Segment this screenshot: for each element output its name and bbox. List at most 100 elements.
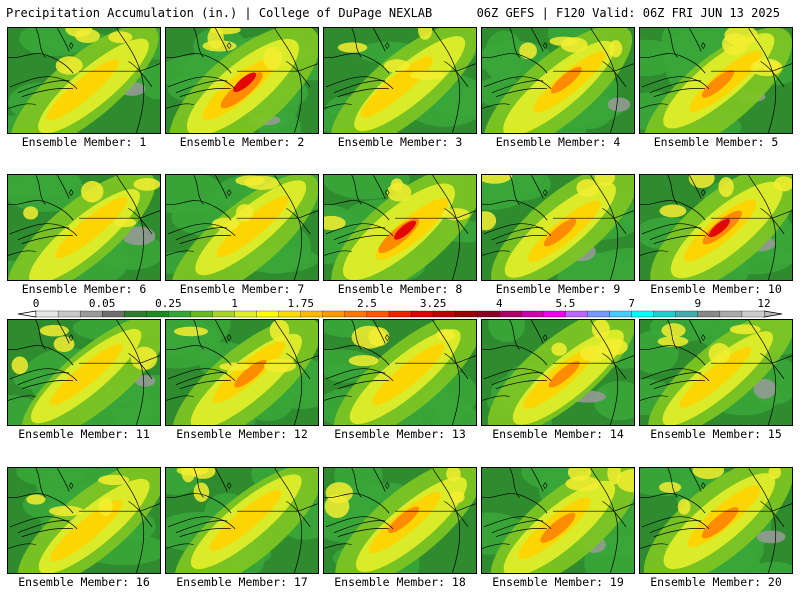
boundary-line (8, 103, 36, 109)
boundary-line (590, 28, 618, 133)
precip-band-max (233, 72, 257, 93)
boundary-line (35, 468, 70, 498)
boundary-line (667, 175, 702, 205)
boundary-line (602, 208, 627, 235)
boundary-line (491, 520, 548, 538)
boundary-line (602, 353, 627, 380)
boundary-line (640, 395, 668, 401)
ensemble-member-label: Ensemble Member: 20 (650, 575, 782, 589)
precip-band (491, 175, 634, 280)
boundary-line (640, 543, 668, 549)
legend-swatch (741, 310, 765, 318)
precip-area (488, 320, 526, 343)
precip-band-max (708, 218, 731, 238)
precip-spot (114, 218, 137, 228)
boundary-line (482, 345, 548, 366)
precip-map-svg (166, 175, 318, 280)
location-marker-icon (226, 482, 232, 490)
boundary-line (351, 175, 386, 205)
precip-band-heavy (234, 359, 267, 388)
precip-band (330, 28, 476, 133)
precip-band (172, 320, 318, 425)
boundary-line (116, 320, 144, 425)
precip-spot (23, 206, 39, 220)
precip-spot (750, 58, 783, 77)
ensemble-member-label: Ensemble Member: 15 (650, 427, 782, 441)
legend-tick-label: 0 (33, 297, 40, 310)
precip-spot (324, 494, 350, 518)
precip-band-core (55, 196, 128, 259)
precip-map-svg (8, 175, 160, 280)
precip-area (753, 378, 776, 399)
legend-tick-label: 4 (496, 297, 503, 310)
boundary-line (286, 208, 311, 235)
ensemble-member-label: Ensemble Member: 13 (334, 427, 466, 441)
boundary-line (482, 200, 548, 221)
boundary-line (35, 175, 70, 205)
boundary-line (116, 28, 144, 133)
legend-swatch (675, 310, 699, 318)
precip-band-heavy (701, 69, 735, 98)
boundary-line (667, 468, 702, 498)
location-marker-icon (68, 189, 74, 197)
precip-spot (442, 208, 471, 221)
precip-spot (337, 42, 368, 53)
precip-band-heavy (550, 66, 582, 94)
precip-spot (661, 323, 686, 338)
precip-spot (130, 346, 158, 371)
boundary-line (351, 28, 386, 58)
ensemble-member-label: Ensemble Member: 2 (179, 135, 305, 149)
ensemble-member-map (639, 467, 793, 574)
precip-spot (98, 474, 130, 486)
boundary-line (641, 368, 710, 382)
boundary-line (667, 28, 702, 58)
precip-spot (193, 482, 210, 502)
boundary-line (175, 227, 232, 245)
boundary-line (167, 223, 236, 237)
precip-band (648, 320, 792, 425)
precip-spot (244, 175, 280, 190)
precip-spot (549, 36, 578, 46)
boundary-line (324, 345, 390, 366)
ensemble-member-map (639, 319, 793, 426)
boundary-line (432, 175, 460, 280)
precip-spot (173, 326, 209, 337)
boundary-line (640, 200, 706, 221)
boundary-line (444, 61, 469, 88)
precip-area (607, 97, 631, 112)
precip-spot (219, 362, 250, 371)
precip-spot (26, 494, 46, 505)
precip-spot (482, 211, 497, 231)
legend-swatch (366, 310, 390, 318)
precip-spot (53, 336, 75, 352)
ensemble-member-map (7, 174, 161, 281)
legend-swatch (146, 310, 169, 318)
location-marker-icon (226, 189, 232, 197)
boundary-line (482, 543, 510, 549)
boundary-line (491, 80, 548, 98)
boundary-line (602, 61, 627, 88)
precip-spot (11, 356, 29, 375)
legend-tick-label: 1.75 (287, 297, 314, 310)
boundary-line (128, 501, 153, 528)
precip-spot (269, 320, 290, 342)
boundary-line (640, 493, 706, 514)
precip-spot (724, 28, 758, 46)
boundary-line (482, 395, 510, 401)
boundary-line (166, 345, 232, 366)
boundary-line (324, 543, 352, 549)
boundary-line (748, 175, 776, 280)
precip-band (490, 468, 634, 573)
location-marker-icon (384, 42, 390, 50)
precip-spot (108, 31, 133, 44)
legend-tick-label: 5.5 (556, 297, 576, 310)
boundary-line (640, 345, 706, 366)
ensemble-member-label: Ensemble Member: 16 (18, 575, 150, 589)
precip-spot (446, 468, 461, 482)
boundary-line (167, 76, 236, 90)
boundary-line (128, 208, 153, 235)
boundary-line (649, 520, 706, 538)
location-marker-icon (700, 189, 706, 197)
precip-band (643, 468, 792, 573)
precip-band-heavy (540, 512, 576, 543)
